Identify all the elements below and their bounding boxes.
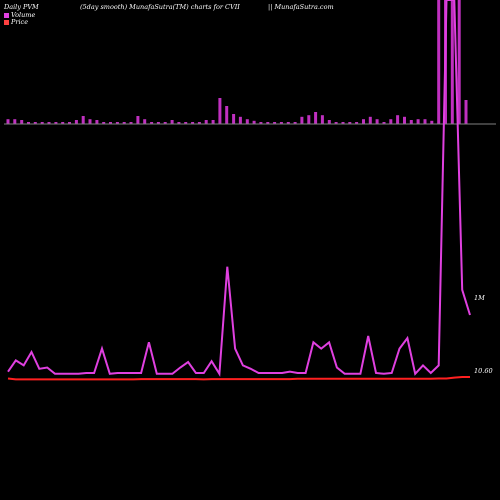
legend-volume: Volume [4, 11, 35, 19]
chart-title-left: Daily PVM [4, 3, 39, 11]
volume-bar [341, 122, 345, 124]
volume-bar [170, 120, 174, 124]
volume-bar [396, 115, 400, 124]
legend-price: Price [4, 18, 28, 26]
volume-bar [362, 119, 365, 124]
price-line [7, 376, 470, 381]
volume-bar [457, 0, 461, 124]
volume-bar [61, 122, 65, 124]
volume-bar [327, 120, 331, 124]
volume-bar [252, 120, 256, 124]
volume-bar [102, 122, 106, 124]
volume-bar [437, 0, 441, 124]
volume-bar [464, 100, 468, 124]
volume-bar [232, 114, 236, 124]
volume-bar [334, 122, 338, 124]
volume-bar [95, 120, 99, 124]
volume-bar [273, 122, 277, 124]
pvm-line [7, 0, 471, 377]
volume-bar [33, 122, 37, 124]
volume-bar [300, 116, 304, 124]
volume-bar [307, 115, 311, 124]
volume-bar [266, 122, 270, 124]
volume-bar [115, 122, 119, 124]
volume-bar [74, 120, 78, 124]
volume-bar [355, 122, 359, 124]
volume-bar [184, 122, 188, 124]
volume-bar [423, 119, 427, 124]
volume-bar [293, 122, 297, 124]
volume-bar [320, 115, 324, 124]
volume-bar [47, 122, 51, 124]
volume-bar [416, 119, 420, 124]
volume-bar [245, 119, 249, 124]
chart-title: (5day smooth) MunafaSutra(TM) charts for… [80, 3, 240, 11]
volume-bar [136, 116, 140, 124]
volume-bar [6, 119, 10, 124]
volume-bar [238, 116, 242, 124]
volume-bar [286, 122, 290, 124]
volume-bar [375, 119, 379, 124]
volume-bar [150, 122, 154, 124]
volume-bar [211, 120, 215, 124]
volume-bar [122, 122, 126, 124]
volume-bar [20, 120, 24, 124]
volume-bar [163, 122, 167, 124]
volume-bar [13, 119, 17, 124]
volume-bar [348, 122, 352, 124]
legend-volume-swatch [4, 12, 9, 18]
price-label: 10.60 [474, 367, 493, 375]
volume-bar [218, 98, 222, 124]
volume-bar [191, 122, 195, 124]
volume-bar [68, 122, 71, 124]
volume-bar [156, 122, 160, 124]
volume-bar [430, 120, 434, 124]
volume-bar [450, 0, 454, 124]
volume-bar [88, 119, 92, 124]
volume-bars [6, 0, 468, 124]
site-credit: || MunafaSutra.com [268, 3, 334, 11]
volume-bar [81, 116, 85, 124]
volume-bar [204, 120, 208, 124]
volume-bar [314, 112, 318, 124]
volume-bar [368, 116, 372, 124]
volume-bar [129, 122, 133, 124]
volume-bar [382, 122, 386, 124]
legend-volume-label: Volume [11, 11, 36, 19]
volume-bar [54, 122, 58, 124]
volume-bar [197, 122, 201, 124]
volume-bar [225, 106, 229, 124]
volume-bar [40, 122, 44, 124]
volume-bar [409, 120, 413, 124]
volume-bar [389, 119, 393, 124]
volume-bar [279, 122, 283, 124]
volume-scale-label: 1M [474, 294, 485, 302]
legend-price-swatch [4, 19, 9, 25]
volume-bar [403, 116, 406, 124]
volume-bar [259, 122, 263, 124]
volume-bar [27, 122, 30, 124]
volume-bar [177, 122, 181, 124]
volume-bar [109, 122, 112, 124]
legend-price-label: Price [11, 18, 29, 26]
volume-bar [143, 119, 147, 124]
